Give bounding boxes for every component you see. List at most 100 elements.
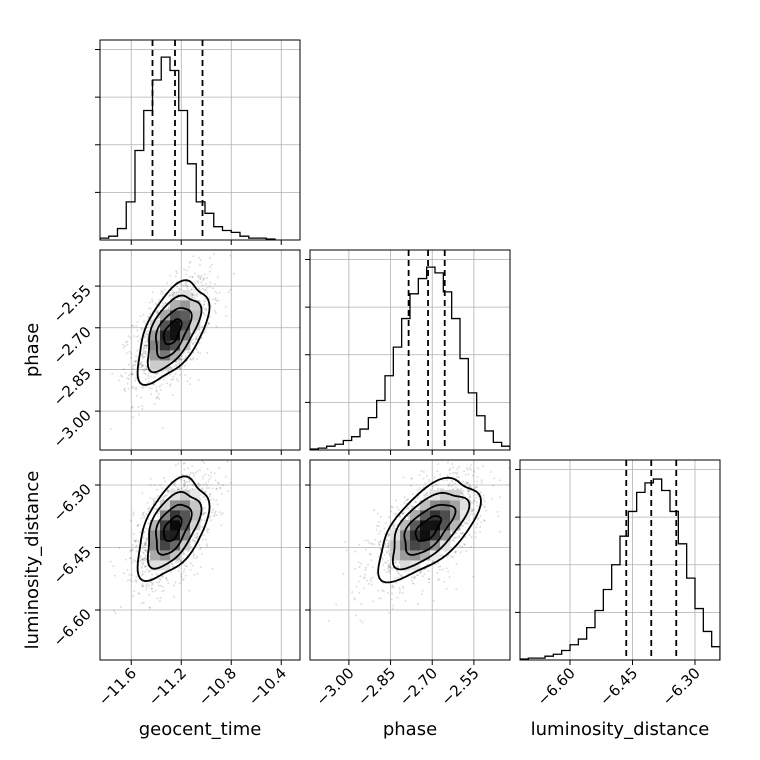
scatter-point (144, 378, 147, 381)
scatter-point (195, 557, 198, 560)
scatter-point (134, 364, 137, 367)
x-axis-label: geocent_time (139, 719, 262, 740)
y-tick-label: −6.60 (50, 605, 95, 650)
scatter-point (153, 484, 156, 487)
scatter-point (193, 272, 196, 275)
scatter-point (124, 371, 127, 374)
scatter-point (434, 563, 437, 566)
scatter-point (217, 299, 220, 302)
scatter-point (211, 287, 214, 290)
scatter-point (169, 383, 172, 386)
scatter-point (149, 484, 152, 487)
scatter-point (386, 539, 389, 542)
scatter-point (209, 281, 212, 284)
scatter-point (389, 510, 392, 513)
scatter-point (196, 280, 199, 283)
density-cell (160, 310, 171, 321)
scatter-point (124, 390, 127, 393)
scatter-point (129, 549, 132, 552)
scatter-point (175, 561, 178, 564)
scatter-point (209, 493, 212, 496)
scatter-point (465, 522, 468, 525)
scatter-point (144, 542, 147, 545)
scatter-point (127, 377, 130, 380)
scatter-point (204, 288, 207, 291)
scatter-point (415, 574, 418, 577)
x-tick-label: −2.85 (354, 664, 399, 709)
contours (136, 475, 211, 583)
scatter-point (137, 540, 140, 543)
scatter-point (135, 579, 138, 582)
scatter-point (403, 496, 406, 499)
scatter-point (468, 489, 471, 492)
scatter-point (354, 567, 357, 570)
scatter-point (400, 574, 403, 577)
scatter-point (424, 482, 427, 485)
scatter-point (94, 381, 96, 383)
scatter-point (377, 520, 380, 523)
scatter-point (202, 483, 205, 486)
scatter-point (377, 597, 380, 600)
scatter-point (178, 288, 181, 291)
scatter-point (364, 539, 367, 542)
density-cell (170, 310, 181, 321)
scatter-point (389, 566, 392, 569)
scatter-point (161, 585, 164, 588)
scatter-point (172, 584, 175, 587)
contour-line (136, 475, 211, 583)
scatter-point (393, 522, 396, 525)
scatter-point (185, 273, 188, 276)
scatter-point (175, 294, 178, 297)
scatter-point (448, 575, 451, 578)
scatter-point (441, 568, 444, 571)
scatter-point (191, 564, 194, 567)
scatter-point (162, 302, 165, 305)
scatter-point (150, 581, 153, 584)
scatter-point (184, 564, 187, 567)
scatter-point (163, 495, 166, 498)
scatter-point (464, 482, 467, 485)
scatter-point (137, 523, 140, 526)
scatter-point (388, 569, 391, 572)
scatter-point (462, 490, 465, 493)
scatter-point (140, 362, 143, 365)
scatter-point (142, 552, 145, 555)
scatter-point (135, 388, 138, 391)
scatter-point (145, 367, 148, 370)
scatter-point (447, 570, 450, 573)
scatter-point (180, 487, 183, 490)
scatter-point (129, 557, 132, 560)
scatter-point (202, 311, 205, 314)
scatter-point (121, 343, 124, 346)
scatter-point (149, 375, 152, 378)
scatter-point (448, 469, 451, 472)
scatter-point (171, 367, 174, 370)
scatter-point (175, 272, 178, 275)
scatter-point (182, 578, 185, 581)
panel-phase-geocent_time: −3.00−2.85−2.70−2.55 phase (22, 249, 301, 455)
panel-phase-phase (305, 249, 511, 455)
scatter-point (165, 302, 168, 305)
scatter-point (216, 503, 219, 506)
scatter-point (113, 574, 116, 577)
scatter-point (133, 379, 136, 382)
scatter-point (195, 535, 198, 538)
scatter-point (178, 367, 181, 370)
scatter-point (479, 491, 482, 494)
scatter-point (194, 539, 197, 542)
scatter-point (147, 307, 150, 310)
scatter-point (192, 296, 195, 299)
scatter-point (147, 371, 150, 374)
scatter-point (145, 584, 148, 587)
scatter-point (241, 426, 243, 428)
scatter-point (118, 379, 121, 382)
scatter-point (187, 467, 190, 470)
scatter-point (370, 583, 373, 586)
scatter-point (162, 378, 165, 381)
scatter-point (139, 337, 142, 340)
density-cell (170, 490, 181, 501)
scatter-point (476, 522, 479, 525)
scatter-point (146, 330, 149, 333)
scatter-point (184, 355, 187, 358)
scatter-point (214, 298, 217, 301)
